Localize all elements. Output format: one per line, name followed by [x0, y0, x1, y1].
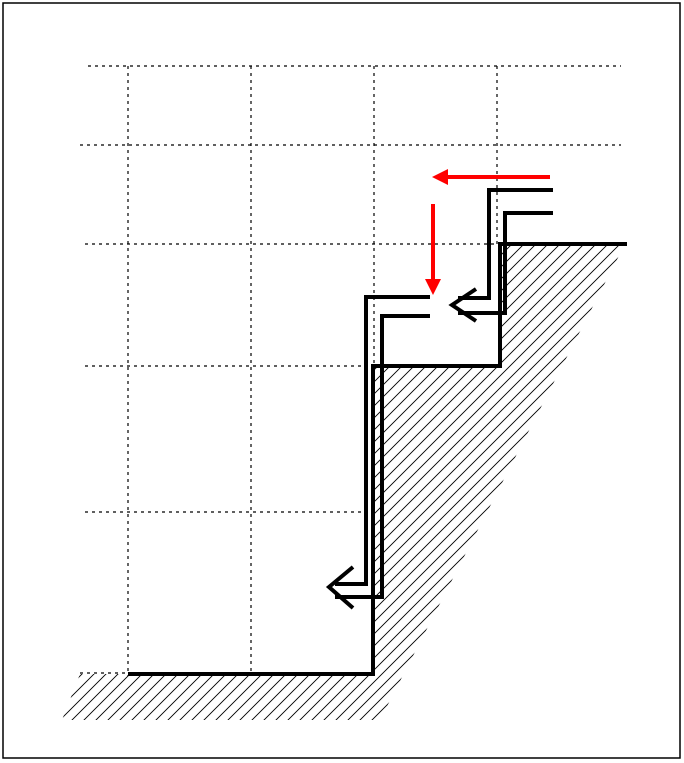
lower-route-inner-line — [335, 314, 430, 599]
lower-route-outer-line — [335, 295, 430, 586]
upper-route-inner-line — [458, 211, 553, 315]
dotted-grid — [80, 65, 621, 676]
upper-route-arrowhead — [448, 287, 478, 323]
lower-route-arrowhead — [325, 565, 355, 610]
down-red-arrowhead — [425, 279, 441, 295]
lower-double-line-route — [325, 295, 430, 610]
upper-double-line-route — [448, 188, 553, 323]
ground-profile — [128, 242, 627, 676]
left-red-arrowhead — [432, 169, 448, 185]
upper-route-outer-line — [458, 188, 553, 300]
red-movement-arrows — [425, 169, 550, 295]
